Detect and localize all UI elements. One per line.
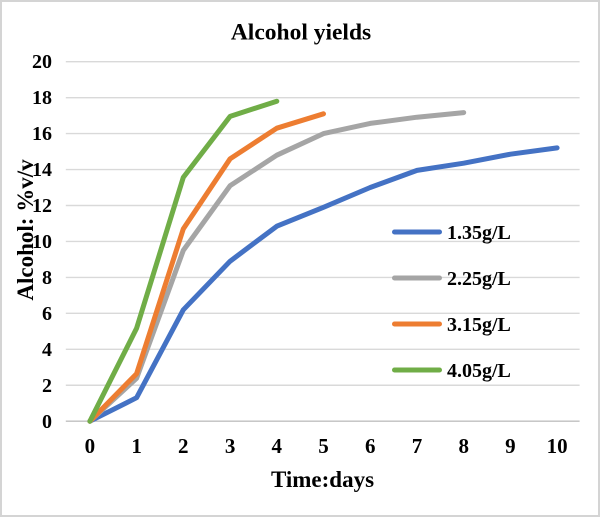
svg-text:6: 6 bbox=[365, 434, 376, 458]
svg-text:0: 0 bbox=[85, 434, 96, 458]
svg-text:2.25g/L: 2.25g/L bbox=[447, 268, 511, 290]
svg-text:4: 4 bbox=[42, 339, 52, 361]
svg-text:0: 0 bbox=[42, 411, 52, 433]
svg-text:8: 8 bbox=[458, 434, 469, 458]
svg-text:7: 7 bbox=[412, 434, 423, 458]
svg-text:2: 2 bbox=[42, 375, 52, 397]
svg-text:6: 6 bbox=[42, 303, 52, 325]
svg-text:10: 10 bbox=[547, 434, 568, 458]
svg-text:8: 8 bbox=[42, 267, 52, 289]
svg-text:14: 14 bbox=[32, 159, 52, 181]
svg-text:1: 1 bbox=[131, 434, 142, 458]
svg-text:3.15g/L: 3.15g/L bbox=[447, 314, 511, 336]
svg-text:4.05g/L: 4.05g/L bbox=[447, 360, 511, 382]
svg-text:2: 2 bbox=[178, 434, 189, 458]
svg-text:5: 5 bbox=[318, 434, 329, 458]
svg-text:Alcohol: %v/v: Alcohol: %v/v bbox=[13, 159, 38, 301]
svg-text:Time:days: Time:days bbox=[271, 467, 374, 492]
svg-text:4: 4 bbox=[272, 434, 283, 458]
svg-text:1.35g/L: 1.35g/L bbox=[447, 222, 511, 244]
svg-text:3: 3 bbox=[225, 434, 236, 458]
svg-text:16: 16 bbox=[32, 123, 52, 145]
svg-text:9: 9 bbox=[505, 434, 516, 458]
svg-text:20: 20 bbox=[32, 51, 52, 73]
svg-text:Alcohol yields: Alcohol yields bbox=[231, 20, 371, 46]
svg-text:18: 18 bbox=[32, 87, 52, 109]
svg-text:12: 12 bbox=[32, 195, 52, 217]
svg-text:10: 10 bbox=[32, 231, 52, 253]
